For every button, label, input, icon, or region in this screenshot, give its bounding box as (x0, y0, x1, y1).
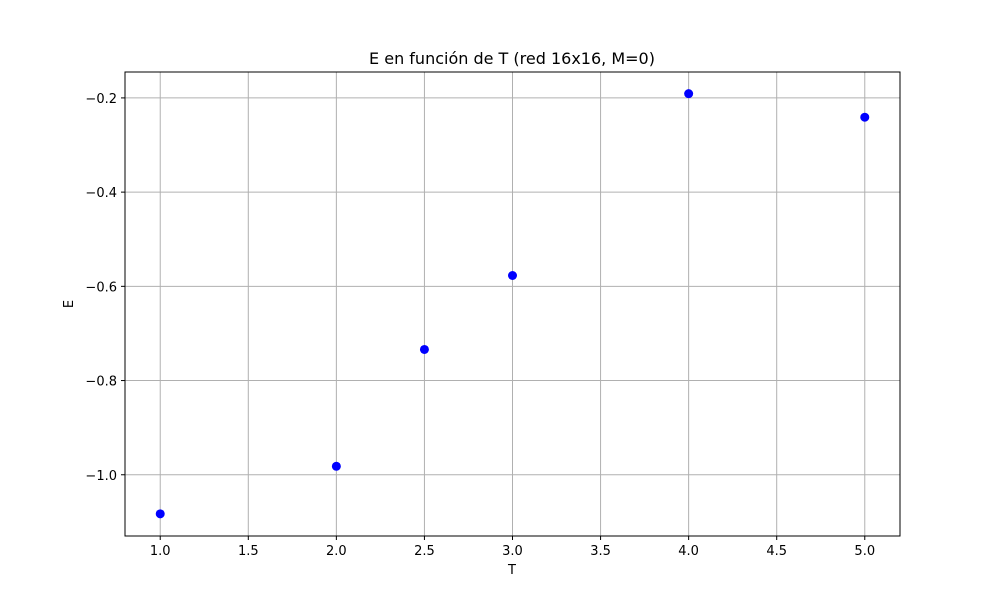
x-tick-label: 1.0 (150, 544, 171, 559)
y-tick-label: −0.6 (85, 280, 117, 295)
data-point (419, 344, 429, 354)
chart-title: E en función de T (red 16x16, M=0) (369, 49, 655, 68)
grid-lines (125, 72, 900, 536)
x-tick-label: 2.5 (414, 544, 435, 559)
y-tick-label: −0.4 (85, 186, 117, 201)
x-tick-label: 1.5 (238, 544, 259, 559)
x-tick-label: 2.0 (326, 544, 347, 559)
x-tick-label: 4.5 (766, 544, 787, 559)
data-point (155, 509, 165, 519)
data-point (860, 112, 870, 122)
data-point (684, 89, 694, 99)
y-tick-label: −1.0 (85, 469, 117, 484)
x-tick-label: 5.0 (854, 544, 875, 559)
y-axis-label: E (62, 300, 77, 308)
y-tick-label: −0.8 (85, 375, 117, 390)
x-axis-label: T (507, 563, 516, 578)
axis-ticks: 1.0 1.5 2.0 2.5 3.0 3.5 4.0 4.5 5.0 −1.0 −0.8 −0.6 −… (85, 92, 875, 559)
data-point (331, 461, 341, 471)
y-tick-label: −0.2 (85, 92, 117, 107)
x-tick-label: 3.0 (502, 544, 523, 559)
data-point (508, 271, 517, 281)
x-tick-label: 3.5 (590, 544, 611, 559)
data-points (155, 89, 870, 519)
x-tick-label: 4.0 (678, 544, 699, 559)
